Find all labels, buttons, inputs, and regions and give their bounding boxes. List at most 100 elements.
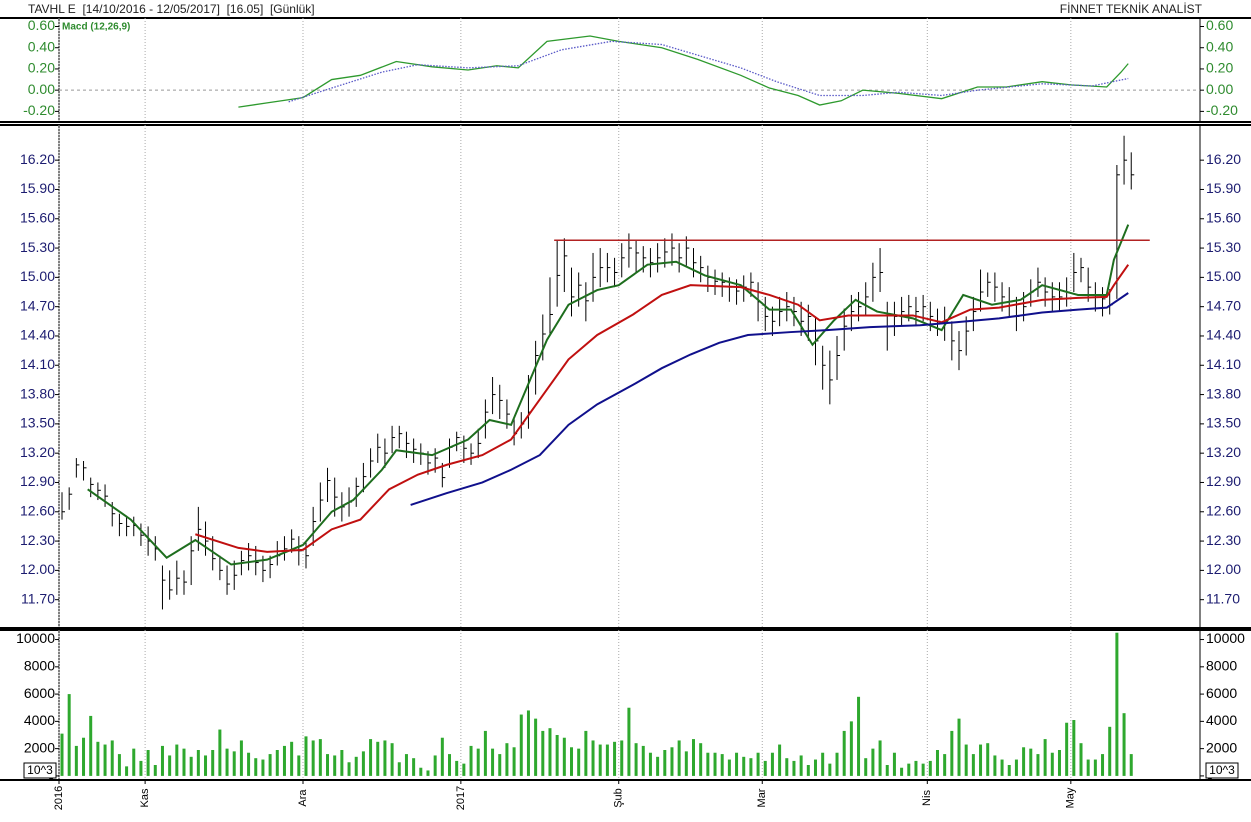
y-tick-label: 2000 <box>24 739 55 755</box>
volume-bar <box>562 737 566 776</box>
y-tick-label: 13.50 <box>20 415 55 431</box>
volume-bar <box>613 741 617 776</box>
volume-bar <box>340 750 344 776</box>
volume-bar <box>383 740 387 776</box>
x-tick-label: Nis <box>921 790 933 806</box>
y-tick-label: 14.10 <box>20 356 55 372</box>
unit-label: 10^3 <box>27 763 53 777</box>
volume-bar <box>132 748 136 776</box>
y-tick-label: 15.30 <box>20 239 55 255</box>
volume-bar <box>1129 754 1133 776</box>
volume-bar <box>505 743 509 776</box>
volume-bar <box>1007 765 1011 776</box>
volume-bar <box>67 694 71 776</box>
volume-bar <box>311 740 315 776</box>
volume-bar <box>60 733 64 776</box>
volume-bar <box>211 750 215 776</box>
volume-bar <box>218 729 222 776</box>
volume-bar <box>670 747 674 776</box>
unit-label: 10^3 <box>1209 763 1235 777</box>
x-tick-label: 2016 <box>53 786 65 810</box>
volume-bar <box>663 750 667 776</box>
y-tick-label: 12.60 <box>1206 502 1241 518</box>
y-tick-label: 11.70 <box>21 590 55 606</box>
volume-bar <box>1122 713 1126 776</box>
volume-bar <box>204 755 208 776</box>
volume-bar <box>634 743 638 776</box>
y-tick-label: 15.90 <box>20 180 55 196</box>
volume-bar <box>369 739 373 776</box>
volume-bar <box>756 752 760 776</box>
x-tick-label: 2017 <box>455 786 467 810</box>
volume-bar <box>943 754 947 776</box>
volume-bar <box>82 737 86 776</box>
y-tick-label: 0.00 <box>28 81 55 97</box>
volume-bar <box>153 765 157 776</box>
y-tick-label: 0.20 <box>1206 60 1233 76</box>
volume-bar <box>957 718 961 776</box>
volume-bar <box>125 766 129 776</box>
y-tick-label: 15.30 <box>1206 239 1241 255</box>
y-tick-label: 8000 <box>24 658 55 674</box>
volume-bar <box>598 744 602 776</box>
volume-bar <box>261 759 265 776</box>
indicator-label: Macd (12,26,9) <box>62 22 130 33</box>
volume-bar <box>857 696 861 776</box>
volume-bar <box>440 737 444 776</box>
volume-bar <box>548 728 552 776</box>
volume-bar <box>778 744 782 776</box>
volume-bar <box>397 762 401 776</box>
y-tick-label: 14.10 <box>1206 356 1241 372</box>
volume-bar <box>993 755 997 776</box>
y-tick-label: 12.30 <box>1206 532 1241 548</box>
y-tick-label: 4000 <box>24 712 55 728</box>
y-tick-label: 12.00 <box>1206 561 1241 577</box>
y-tick-label: 15.00 <box>20 268 55 284</box>
volume-bar <box>1079 743 1083 776</box>
volume-bar <box>849 721 853 776</box>
volume-bar <box>605 744 609 776</box>
y-tick-label: 14.70 <box>20 297 55 313</box>
volume-bar <box>160 745 164 776</box>
y-tick-label: 16.20 <box>1206 151 1241 167</box>
volume-bar <box>1108 726 1112 776</box>
volume-bar <box>462 763 466 776</box>
volume-bar <box>1022 747 1026 776</box>
volume-bar <box>225 748 229 776</box>
volume-bar <box>175 744 179 776</box>
unit-box <box>1205 762 1239 779</box>
volume-bar <box>282 745 286 776</box>
volume-bar <box>684 751 688 776</box>
volume-bar <box>885 765 889 776</box>
volume-bar <box>247 752 251 776</box>
volume-bar <box>677 740 681 776</box>
volume-bar <box>914 760 918 776</box>
volume-bar <box>1072 720 1076 776</box>
volume-bar <box>570 747 574 776</box>
volume-bar <box>1050 752 1054 776</box>
volume-bar <box>921 763 925 776</box>
volume-bar <box>699 743 703 776</box>
volume-bar <box>864 758 868 776</box>
macd-line <box>288 40 1129 103</box>
volume-bar <box>519 714 523 776</box>
volume-bar <box>813 759 817 776</box>
y-tick-label: 15.60 <box>20 209 55 225</box>
volume-bar <box>89 715 93 776</box>
volume-bar <box>304 736 308 776</box>
volume-bar <box>534 718 538 776</box>
y-tick-label: 4000 <box>1206 712 1237 728</box>
volume-bar <box>232 751 236 776</box>
volume-bar <box>117 754 121 776</box>
volume-bar <box>935 750 939 776</box>
volume-bar <box>182 748 186 776</box>
volume-bar <box>168 755 172 776</box>
volume-bar <box>555 735 559 776</box>
volume-bar <box>799 755 803 776</box>
y-tick-label: 12.60 <box>20 502 55 518</box>
volume-bar <box>74 745 78 776</box>
volume-bar <box>749 758 753 776</box>
volume-bar <box>986 743 990 776</box>
volume-bar <box>971 754 975 776</box>
